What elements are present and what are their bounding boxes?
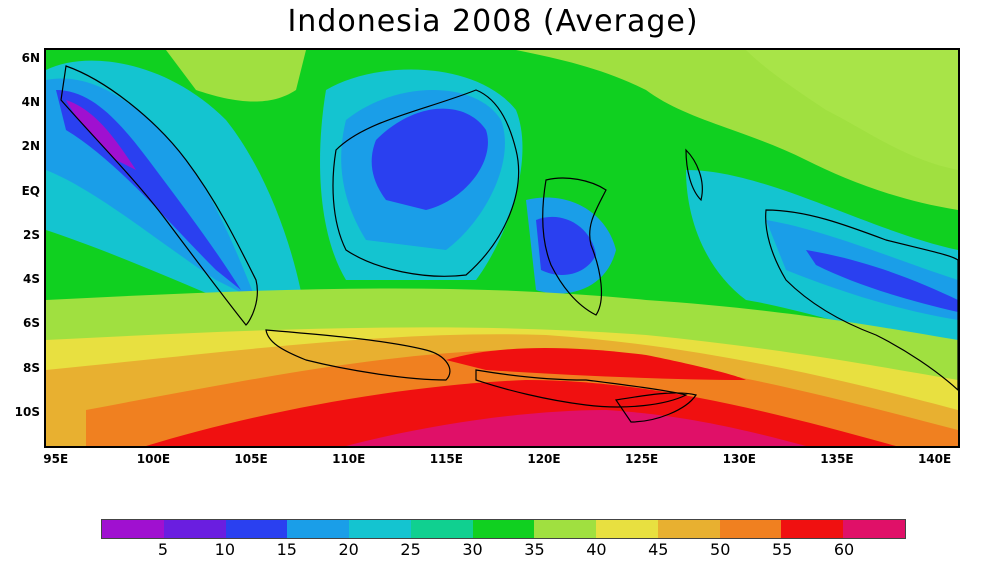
band-sulawesi-core	[536, 216, 596, 275]
legend-swatch	[287, 520, 350, 538]
legend-swatch	[781, 520, 844, 538]
lon-tick-label: 110E	[332, 452, 366, 466]
lat-tick-label: 2S	[23, 227, 40, 242]
lon-tick-label: 140E	[917, 452, 952, 466]
legend-swatch	[163, 520, 226, 538]
legend-swatch	[102, 520, 164, 538]
lat-tick-label: 6N	[21, 50, 40, 65]
timor-coast	[614, 392, 697, 423]
map-title: Indonesia 2008 (Average)	[287, 4, 699, 39]
legend-value-label: 25	[400, 540, 421, 559]
lon-tick-label: 130E	[722, 452, 756, 466]
legend-swatch	[534, 520, 597, 538]
band-sumatra-purple	[66, 100, 136, 170]
band-lightgreen-nw	[166, 50, 306, 102]
legend-swatch	[843, 520, 905, 538]
legend-value-label: 35	[524, 540, 545, 559]
legend-swatch	[410, 520, 473, 538]
lat-tick-label: 10S	[14, 404, 40, 419]
color-legend	[101, 519, 906, 539]
legend-value-label: 45	[648, 540, 669, 559]
band-south-crimson	[346, 410, 806, 446]
borneo-coast	[332, 89, 520, 277]
band-borneo-core	[371, 108, 488, 210]
legend-swatch	[657, 520, 720, 538]
band-papua-core	[806, 250, 958, 312]
coastlines	[60, 65, 958, 423]
lon-tick-label: 120E	[527, 452, 561, 466]
legend-value-label: 60	[833, 540, 855, 559]
lon-tick-label: 100E	[136, 452, 171, 466]
legend-value-label: 40	[586, 540, 607, 559]
legend-swatch	[349, 520, 411, 538]
java-coast	[265, 329, 451, 381]
legend-value-label: 10	[214, 540, 236, 559]
lon-tick-label: 135E	[820, 452, 854, 466]
lat-tick-label: 8S	[23, 360, 40, 375]
papua-coast	[765, 209, 958, 391]
legend-swatch	[596, 520, 658, 538]
lat-tick-label: 4N	[21, 95, 40, 110]
lat-tick-label: 6S	[23, 316, 40, 331]
legend-value-label: 20	[338, 540, 359, 559]
legend-value-label: 15	[276, 540, 297, 559]
legend-value-label: 55	[771, 540, 793, 559]
legend-swatch	[472, 520, 535, 538]
band-south-red-north	[446, 348, 746, 380]
lat-tick-label: EQ	[21, 183, 40, 198]
lon-tick-label: 95E	[43, 452, 69, 466]
lon-tick-label: 115E	[429, 452, 463, 466]
sulawesi-coast	[542, 177, 607, 316]
legend-value-label: 30	[462, 540, 483, 559]
lesser-sunda-coast	[475, 369, 688, 408]
legend-swatch	[225, 520, 288, 538]
band-lightgreen-se-ne	[746, 50, 958, 170]
map-frame	[44, 48, 960, 448]
halmahera-coast	[685, 148, 703, 202]
lat-tick-label: 2N	[21, 139, 40, 154]
legend-value-label: 50	[710, 540, 731, 559]
lon-tick-label: 125E	[625, 452, 659, 466]
lon-tick-label: 105E	[234, 452, 268, 466]
legend-value-label: 5	[157, 540, 169, 559]
contour-map	[46, 50, 958, 446]
sumatra-coast	[60, 65, 258, 326]
legend-swatch	[719, 520, 782, 538]
lat-tick-label: 4S	[23, 272, 40, 287]
